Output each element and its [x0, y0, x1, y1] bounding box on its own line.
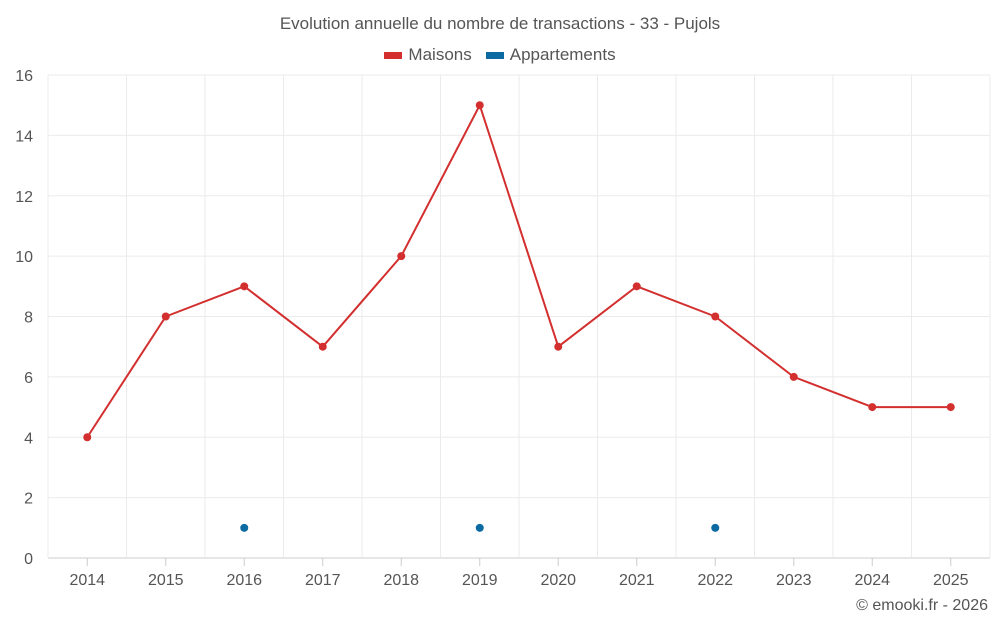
x-tick-label: 2020: [540, 572, 576, 589]
x-tick-label: 2018: [383, 572, 419, 589]
legend-item-appartements[interactable]: Appartements: [485, 45, 616, 65]
chart-legend: Maisons Appartements: [0, 45, 1000, 65]
legend-swatch-appartements: [485, 51, 504, 59]
x-tick-label: 2014: [69, 572, 105, 589]
y-tick-label: 12: [15, 189, 33, 206]
x-tick-label: 2024: [854, 572, 890, 589]
x-tick-label: 2025: [933, 572, 969, 589]
x-tick-label: 2021: [619, 572, 655, 589]
data-point-maisons: [83, 433, 92, 442]
data-point-maisons: [789, 372, 798, 381]
data-point-maisons: [554, 342, 563, 351]
data-point-maisons: [475, 101, 484, 110]
data-point-maisons: [711, 312, 720, 321]
y-tick-label: 16: [15, 68, 33, 85]
y-tick-label: 4: [24, 430, 33, 447]
chart-title: Evolution annuelle du nombre de transact…: [279, 14, 721, 33]
data-point-maisons: [868, 403, 877, 412]
data-point-maisons: [632, 282, 641, 291]
data-point-maisons: [318, 342, 327, 351]
data-point-appartements: [475, 523, 484, 532]
y-tick-label: 10: [15, 249, 33, 266]
legend-swatch-maisons: [384, 51, 403, 59]
legend-item-maisons[interactable]: Maisons: [384, 45, 472, 65]
y-tick-label: 2: [24, 491, 33, 508]
data-point-maisons: [240, 282, 249, 291]
data-point-maisons: [946, 403, 955, 412]
x-tick-label: 2023: [776, 572, 812, 589]
x-tick-label: 2017: [305, 572, 341, 589]
data-point-appartements: [240, 523, 249, 532]
credit-text: © emooki.fr - 2026: [856, 597, 988, 614]
y-tick-label: 6: [24, 370, 33, 387]
y-tick-label: 8: [24, 310, 33, 327]
data-point-maisons: [397, 252, 406, 261]
x-tick-label: 2022: [697, 572, 733, 589]
x-tick-label: 2019: [462, 572, 498, 589]
y-tick-label: 0: [24, 551, 33, 568]
data-point-appartements: [711, 523, 720, 532]
x-tick-label: 2015: [148, 572, 184, 589]
y-tick-label: 14: [15, 128, 33, 145]
data-point-maisons: [161, 312, 170, 321]
legend-label-appartements: Appartements: [509, 45, 616, 64]
x-tick-label: 2016: [226, 572, 262, 589]
legend-label-maisons: Maisons: [408, 45, 472, 64]
series-line-maisons: [86, 104, 951, 438]
